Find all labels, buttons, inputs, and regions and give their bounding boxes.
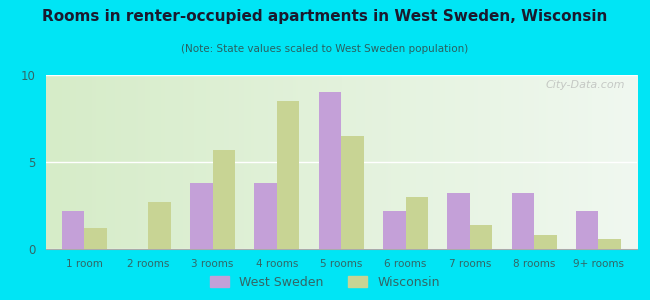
- Bar: [190, 183, 213, 249]
- Bar: [341, 136, 364, 249]
- Bar: [470, 225, 492, 249]
- Bar: [447, 193, 470, 249]
- Bar: [318, 92, 341, 249]
- Bar: [254, 183, 277, 249]
- Bar: [148, 202, 171, 249]
- Bar: [406, 197, 428, 249]
- Bar: [534, 235, 556, 249]
- Legend: West Sweden, Wisconsin: West Sweden, Wisconsin: [205, 271, 445, 294]
- Bar: [277, 101, 300, 249]
- Text: (Note: State values scaled to West Sweden population): (Note: State values scaled to West Swede…: [181, 44, 469, 53]
- Bar: [213, 150, 235, 249]
- Text: Rooms in renter-occupied apartments in West Sweden, Wisconsin: Rooms in renter-occupied apartments in W…: [42, 9, 608, 24]
- Bar: [383, 211, 406, 249]
- Bar: [576, 211, 599, 249]
- Text: City-Data.com: City-Data.com: [545, 80, 625, 90]
- Bar: [62, 211, 84, 249]
- Bar: [512, 193, 534, 249]
- Bar: [599, 238, 621, 249]
- Bar: [84, 228, 107, 249]
